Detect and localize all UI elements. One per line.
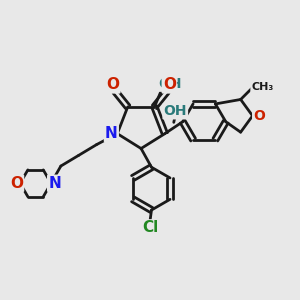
Text: O: O [163, 77, 176, 92]
Text: N: N [48, 176, 61, 191]
Text: OH: OH [164, 104, 187, 118]
Text: OH: OH [158, 77, 182, 91]
Text: N: N [105, 126, 118, 141]
Text: O: O [10, 176, 23, 191]
Text: Cl: Cl [142, 220, 158, 236]
Text: O: O [106, 77, 119, 92]
Text: O: O [253, 109, 265, 123]
Text: CH₃: CH₃ [251, 82, 274, 92]
